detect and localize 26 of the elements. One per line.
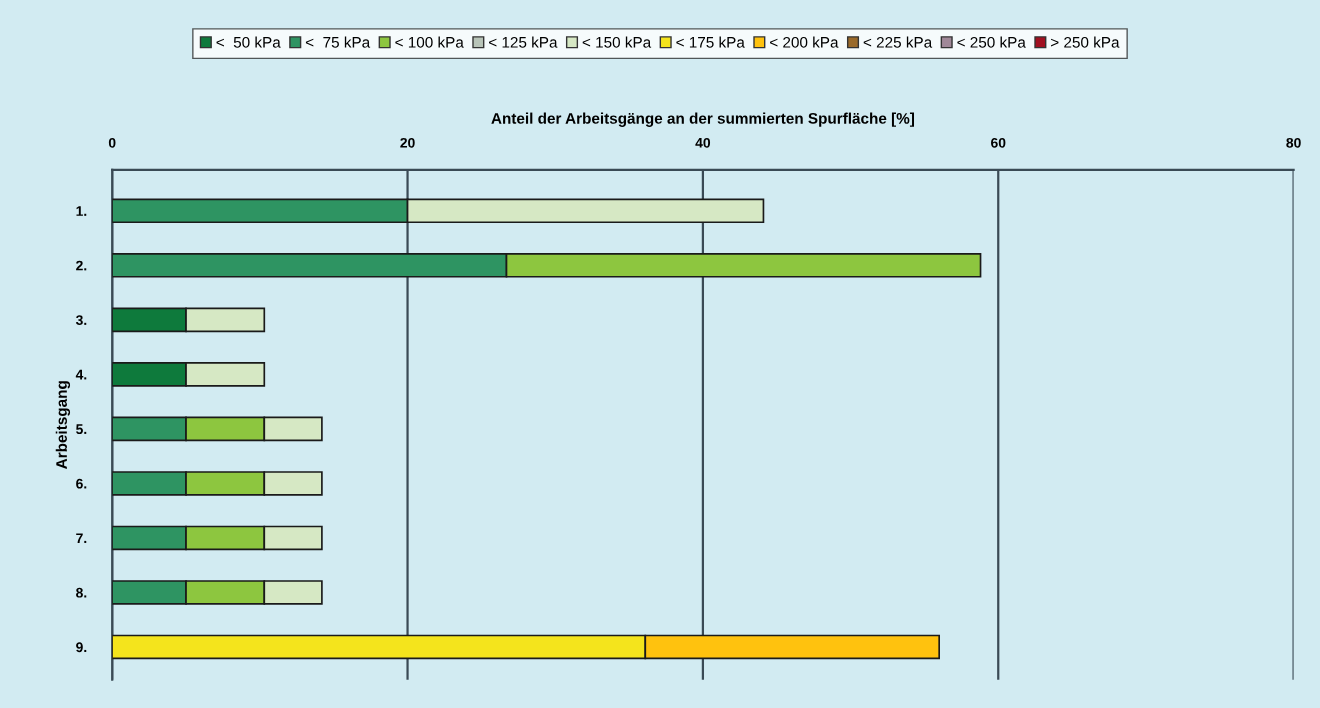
y-tick-label: 7. (76, 533, 87, 543)
y-tick-label: 1. (76, 206, 87, 216)
y-axis-title: Arbeitsgang (55, 381, 71, 469)
legend-label: < 150 kPa (582, 36, 652, 48)
y-tick-label: 8. (76, 587, 87, 598)
y-tick-label: 3. (75, 315, 87, 326)
x-axis-title: Anteil der Arbeitsgänge an der summierten Spurfläche [%] (491, 112, 914, 127)
y-tick-label: 9. (76, 642, 87, 653)
y-tick-label: 2. (76, 260, 87, 271)
x-tick-label: 80 (1286, 137, 1301, 148)
y-tick-label: 4. (75, 369, 87, 380)
y-tick-label: 5. (76, 424, 87, 435)
x-tick-label: 20 (400, 137, 415, 148)
x-tick-label: 40 (695, 137, 711, 148)
legend-label: < 225 kPa (863, 36, 933, 48)
legend-label: < 200 kPa (770, 36, 839, 48)
legend-label: < 50 kPa (216, 36, 281, 48)
legend-label: < 75 kPa (305, 36, 371, 48)
x-tick-label: 0 (108, 137, 116, 148)
legend-label: < 125 kPa (489, 36, 558, 48)
legend-label: < 250 kPa (957, 36, 1026, 48)
legend-label: > 250 kPa (1051, 36, 1120, 48)
x-tick-label: 60 (991, 137, 1006, 148)
y-tick-label: 6. (76, 478, 87, 489)
legend-label: < 175 kPa (676, 36, 745, 48)
legend-label: < 100 kPa (395, 36, 464, 48)
